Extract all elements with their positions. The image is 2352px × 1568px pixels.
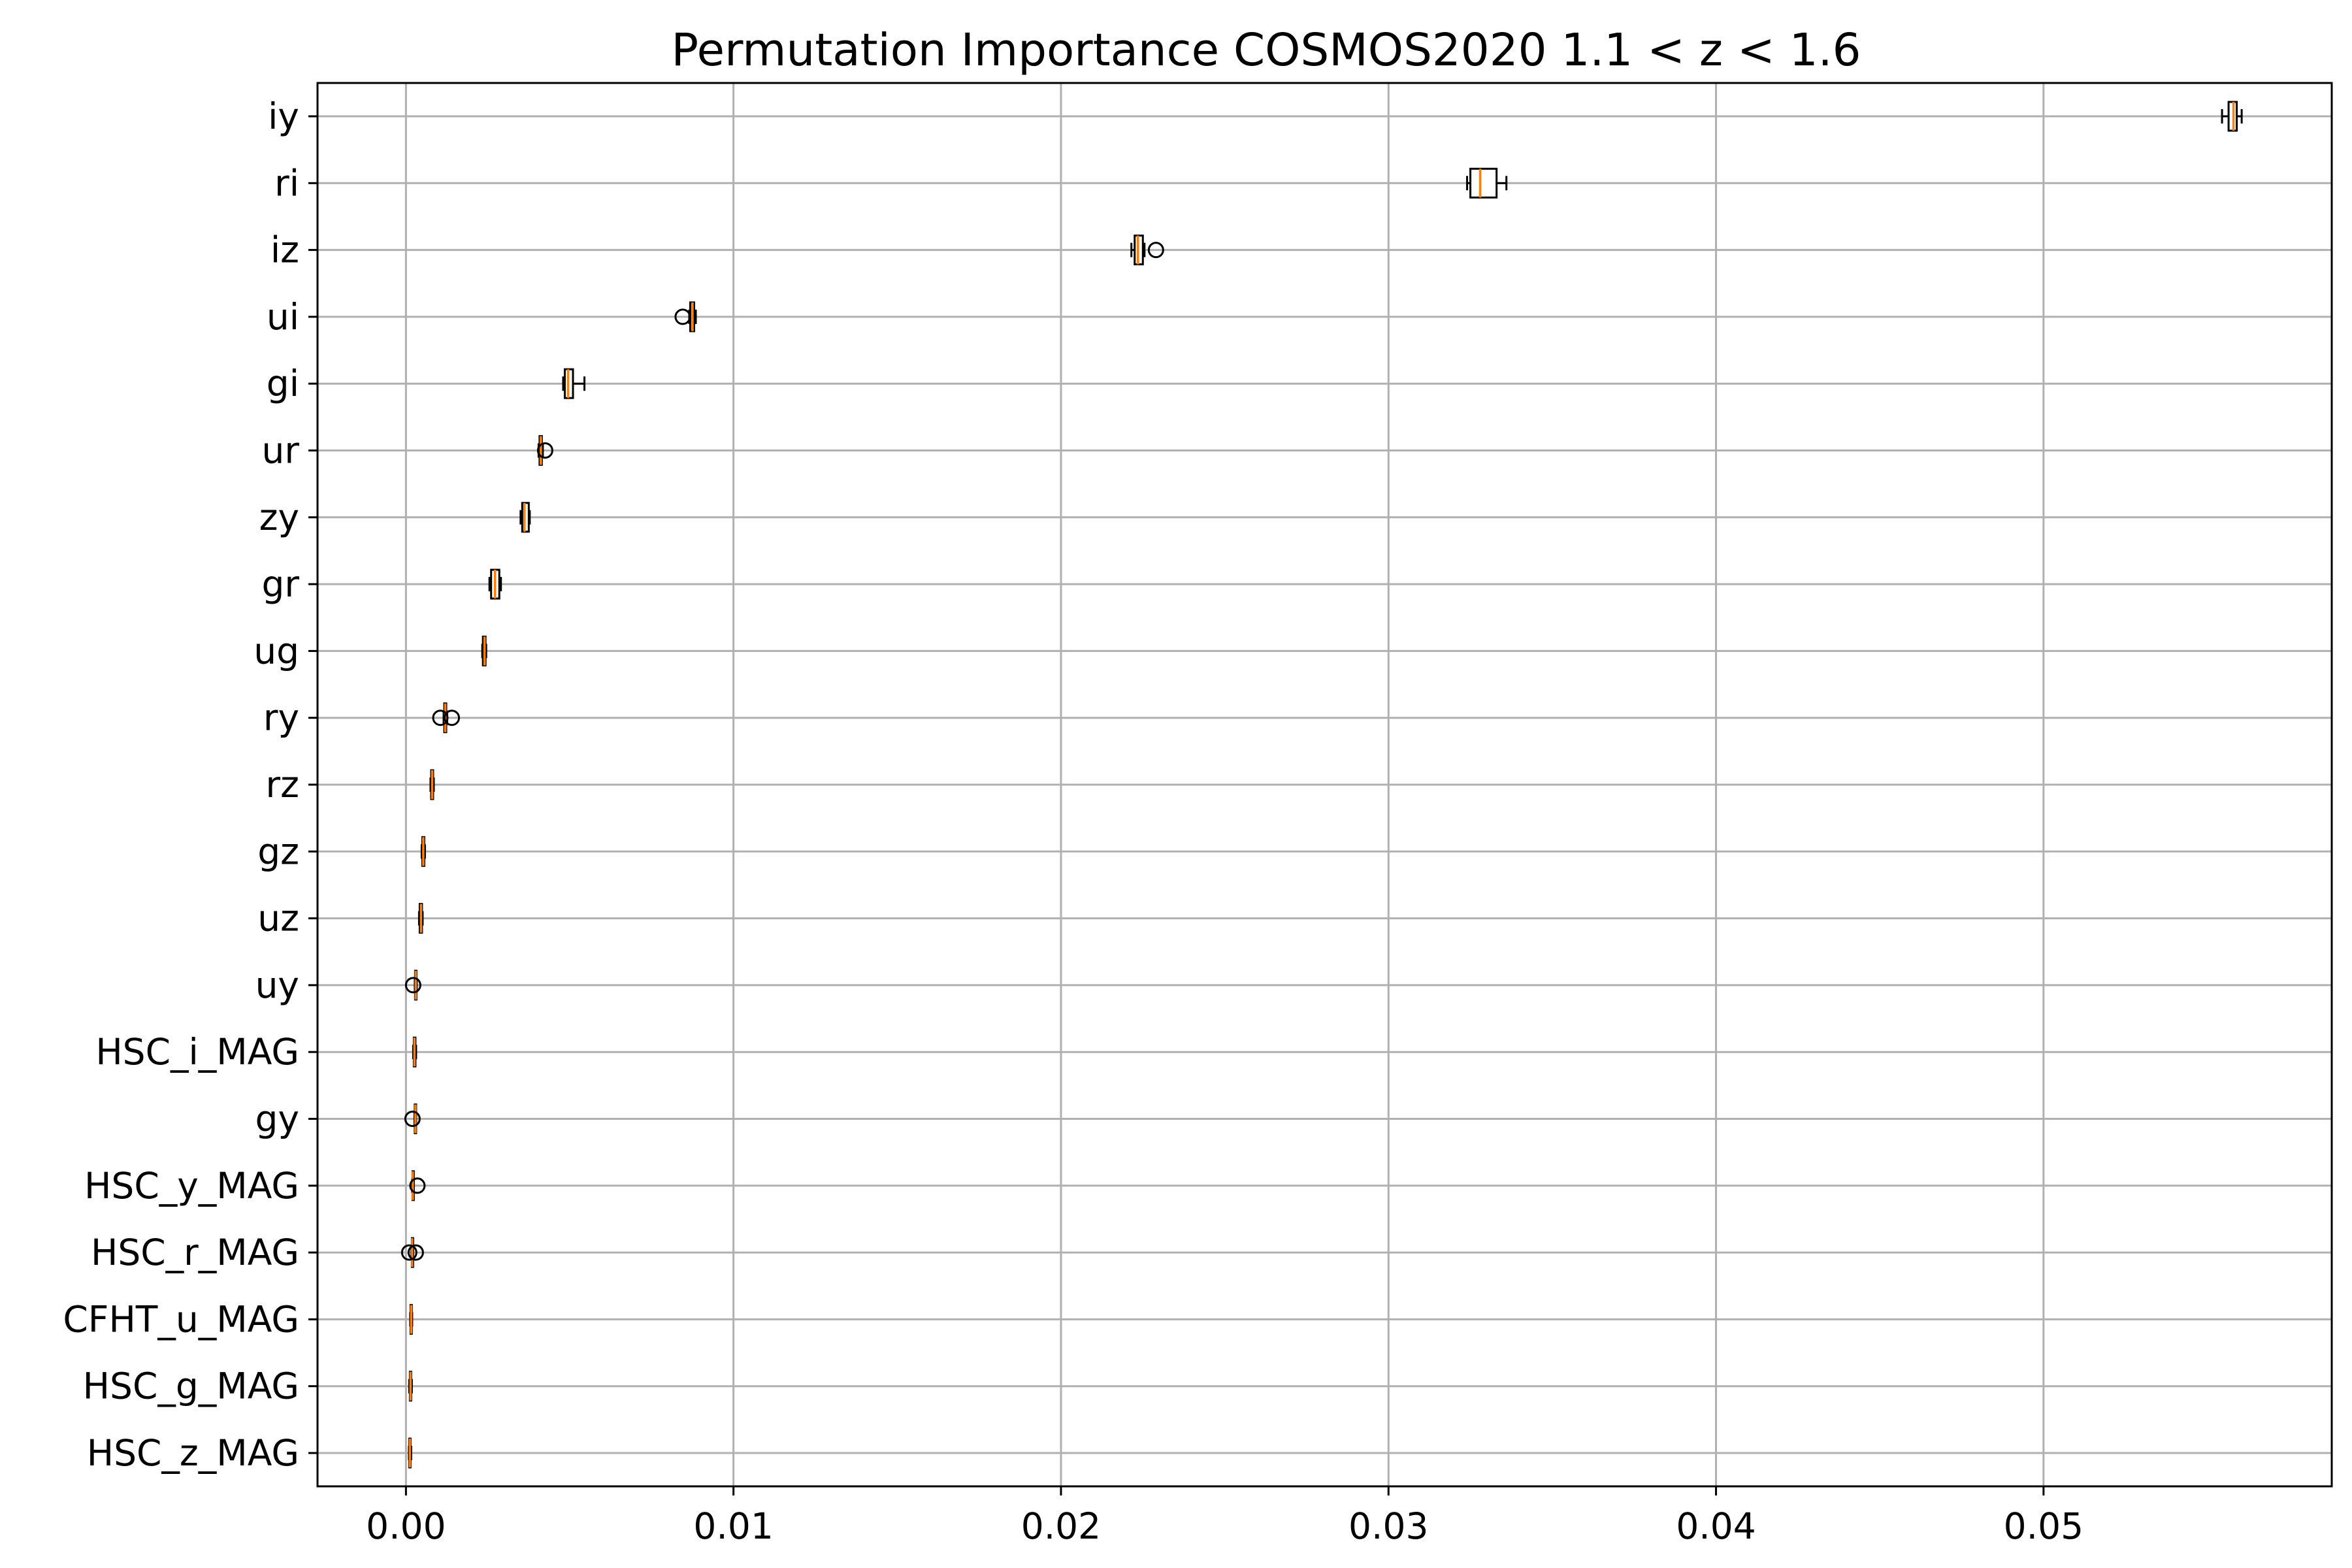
y-tick-label: gy [255,1098,299,1140]
axes: 0.00 0.01 0.02 0.03 0.04 0.05 iy ri iz ui gi ur zy gr… [63,95,2083,1547]
x-tick-label: 0.03 [1348,1505,1428,1547]
y-tick-label: ug [253,630,299,672]
grid-lines [318,83,2332,1486]
flier-point [400,1244,417,1261]
box-ri [1466,167,1508,199]
box-ug [481,635,487,666]
y-tick-label: HSC_i_MAG [95,1031,299,1073]
flier-point [404,977,421,994]
box-uz [417,903,424,934]
y-tick-label: ui [267,296,299,338]
box-uy [404,970,421,1001]
flier-point [536,442,553,459]
y-tick-label: uy [255,964,299,1006]
y-tick-label: CFHT_u_MAG [63,1298,299,1340]
flier-point [444,710,461,727]
box-iqr [1469,167,1498,199]
x-tick-label: 0.02 [1021,1505,1101,1547]
y-tick-label: gi [267,363,299,404]
flier-point [432,710,449,727]
box-CFHT_u_MAG [409,1303,414,1335]
box-HSC_i_MAG [412,1036,417,1068]
y-tick-label: HSC_z_MAG [87,1432,299,1474]
y-tick-label: ur [262,430,300,472]
x-tick-label: 0.00 [366,1505,446,1547]
chart-title: Permutation Importance COSMOS2020 1.1 < … [672,24,1861,76]
flier-point [409,1177,426,1194]
box-gi [562,368,586,399]
box-ry [432,702,461,734]
flier-point [1147,242,1164,259]
box-HSC_r_MAG [400,1237,424,1268]
plot-area [400,101,2243,1469]
box-HSC_y_MAG [409,1170,426,1201]
box-gr [488,568,502,600]
x-tick-label: 0.01 [693,1505,773,1547]
box-ur [536,435,553,466]
box-HSC_g_MAG [408,1371,413,1402]
y-tick-label: ry [263,697,299,739]
y-tick-label: HSC_g_MAG [83,1365,299,1407]
y-tick-label: iy [268,95,299,137]
y-tick-label: HSC_r_MAG [91,1232,299,1273]
y-tick-label: gr [261,563,299,605]
box-rz [429,769,435,800]
x-tick-label: 0.05 [2004,1505,2083,1547]
box-HSC_z_MAG [408,1437,412,1469]
y-tick-label: iz [270,229,299,271]
flier-point [674,308,691,325]
box-gy [404,1103,421,1134]
box-zy [519,502,531,533]
box-iz [1130,235,1164,266]
y-tick-label: ri [274,162,299,204]
y-tick-label: uz [257,898,299,939]
box-ui [674,301,697,333]
flier-point [404,1111,421,1127]
y-tick-label: zy [259,497,299,538]
y-tick-label: rz [266,764,299,806]
y-tick-label: gz [257,830,299,872]
box-iy [2221,101,2243,132]
box-gz [420,836,426,867]
flier-point [407,1244,424,1261]
y-tick-label: HSC_y_MAG [84,1165,299,1207]
x-tick-label: 0.04 [1676,1505,1756,1547]
